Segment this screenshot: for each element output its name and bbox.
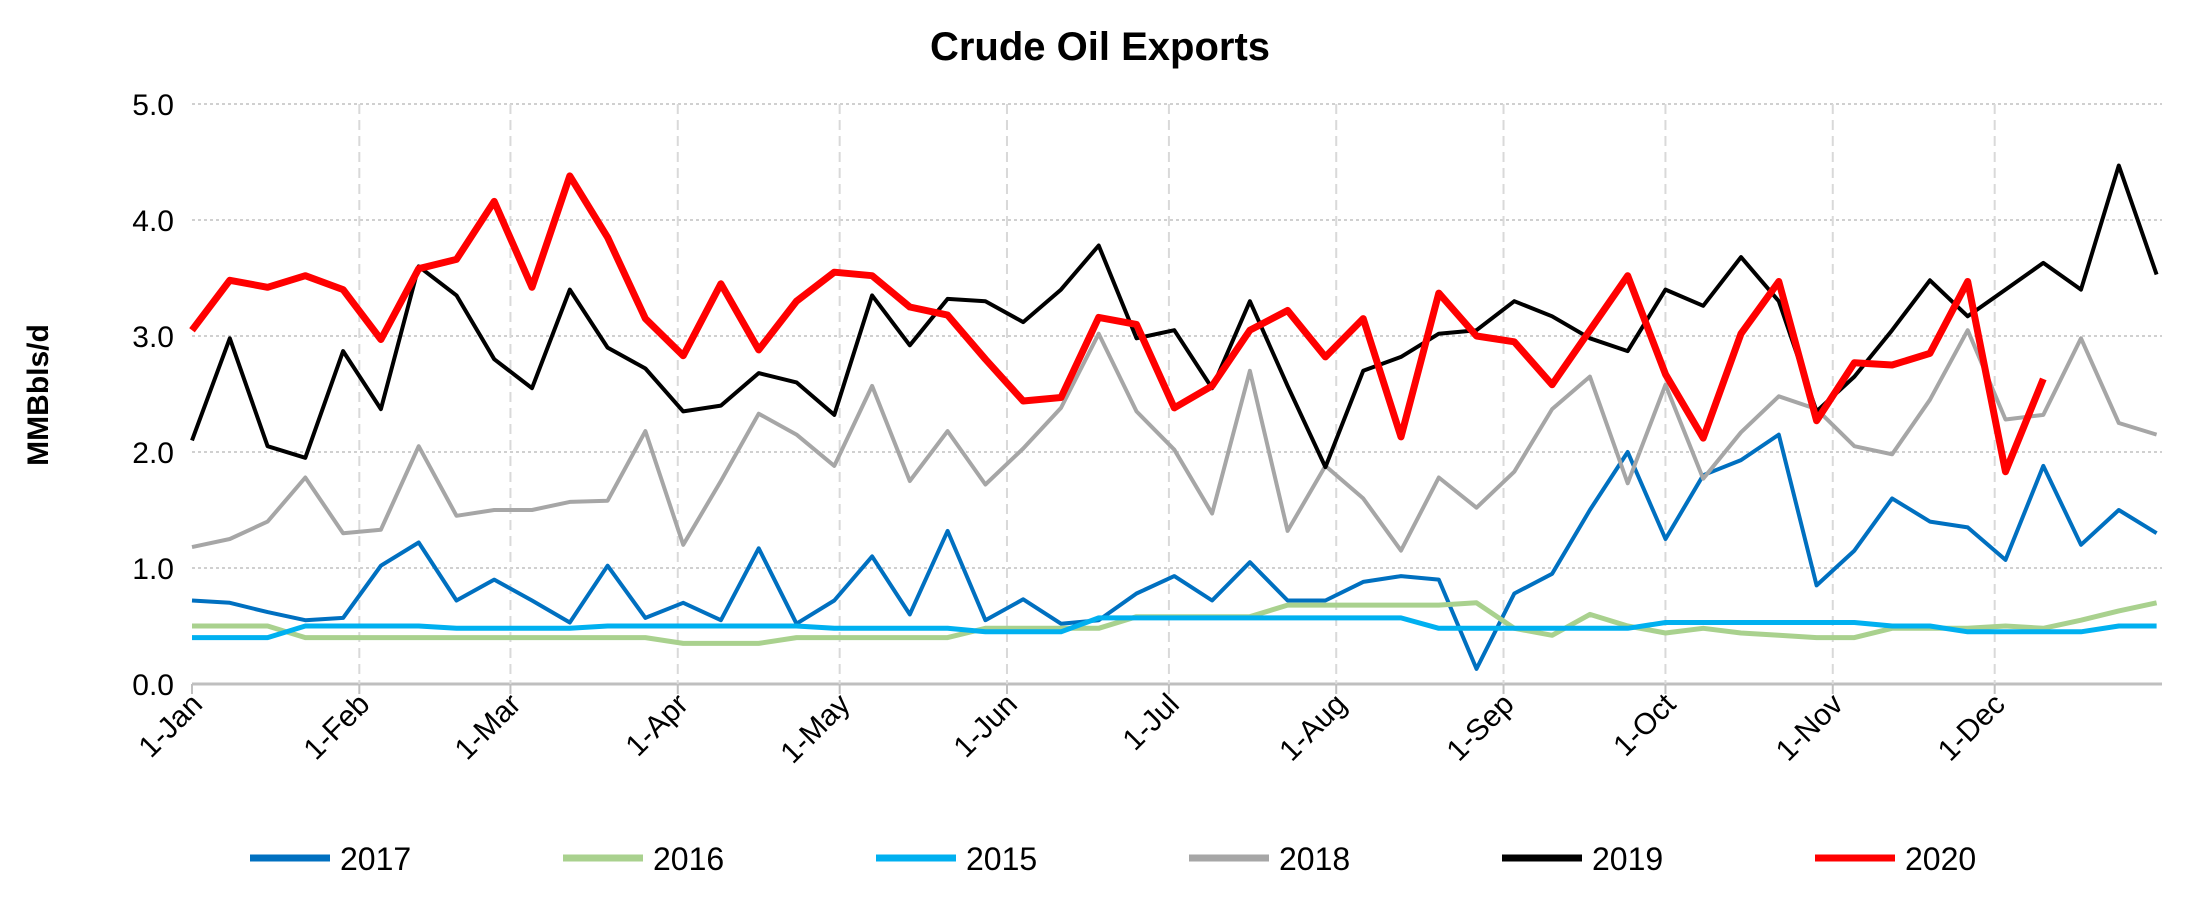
x-tick-label: 1-Feb bbox=[298, 688, 377, 767]
y-tick-label: 5.0 bbox=[132, 89, 174, 122]
x-tick-label: 1-Aug bbox=[1273, 688, 1353, 768]
x-tick-label: 1-Oct bbox=[1607, 687, 1683, 763]
series-line-2018 bbox=[191, 328, 2158, 553]
legend-label: 2020 bbox=[1905, 841, 1976, 877]
x-axis-ticks: 1-Jan 1-Feb 1-Mar 1-Apr 1-May 1-Jun 1-Jul 1-Aug… bbox=[133, 687, 2012, 770]
x-tick-label: 1-Dec bbox=[1932, 688, 2012, 768]
series-lines bbox=[189, 163, 2159, 671]
series-line-2020 bbox=[189, 172, 2047, 476]
legend-label: 2017 bbox=[340, 841, 411, 877]
y-axis-ticks: 0.0 1.0 2.0 3.0 4.0 5.0 bbox=[132, 89, 174, 702]
legend-label: 2018 bbox=[1279, 841, 1350, 877]
y-tick-label: 2.0 bbox=[132, 437, 174, 470]
legend: 2017 2016 2015 2018 2019 2020 bbox=[250, 841, 1976, 877]
y-tick-label: 1.0 bbox=[132, 553, 174, 586]
y-tick-label: 4.0 bbox=[132, 205, 174, 238]
y-tick-label: 3.0 bbox=[132, 321, 174, 354]
x-tick-label: 1-Sep bbox=[1441, 688, 1521, 768]
legend-label: 2019 bbox=[1592, 841, 1663, 877]
y-axis-label: MMBbls/d bbox=[22, 324, 55, 466]
series-line-2015 bbox=[192, 615, 2157, 641]
x-tick-label: 1-Nov bbox=[1770, 688, 1850, 768]
series-line-2017 bbox=[191, 432, 2158, 671]
chart-title: Crude Oil Exports bbox=[930, 25, 1270, 69]
legend-label: 2016 bbox=[653, 841, 724, 877]
x-tick-label: 1-Jun bbox=[948, 688, 1024, 764]
legend-label: 2015 bbox=[966, 841, 1037, 877]
x-tick-label: 1-May bbox=[774, 688, 856, 770]
y-tick-label: 0.0 bbox=[132, 669, 174, 702]
x-tick-label: 1-Jul bbox=[1117, 688, 1186, 757]
x-tick-label: 1-Mar bbox=[449, 688, 528, 767]
gridlines bbox=[191, 103, 2162, 694]
x-tick-label: 1-Apr bbox=[619, 688, 694, 763]
